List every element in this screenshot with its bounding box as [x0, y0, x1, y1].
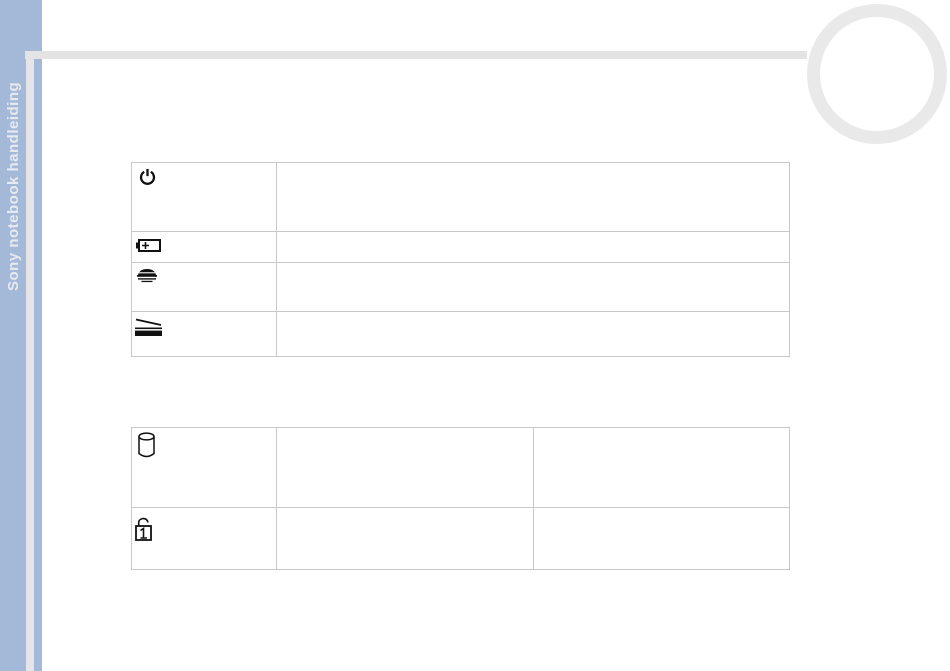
lock-off-cell: [533, 427, 790, 508]
indicator-icon-cell: [131, 311, 277, 357]
num-lock-icon: [134, 517, 276, 542]
indicator-icon-cell: [131, 262, 277, 312]
table-row: [131, 262, 790, 312]
indicator-icon-cell: [131, 162, 277, 232]
table-row: [131, 231, 790, 263]
notebook-lid-icon: [134, 314, 276, 337]
sidebar-stripe: [26, 51, 34, 671]
disc-dome-icon: [136, 268, 276, 283]
power-icon: [139, 168, 276, 186]
table-row: [131, 162, 790, 232]
indicator-table: [131, 162, 790, 357]
indicator-icon-cell: [131, 231, 277, 263]
lock-on-cell: [276, 427, 534, 508]
corner-circle-decoration: [807, 4, 947, 144]
sidebar-title: Sony notebook handleiding: [5, 81, 22, 291]
lock-table: [131, 427, 790, 570]
battery-icon: [135, 238, 276, 253]
indicator-description-cell: [276, 262, 790, 312]
hard-disk-icon: [137, 432, 276, 459]
indicator-description-cell: [276, 231, 790, 263]
table-row: [131, 507, 790, 570]
sidebar: Sony notebook handleiding: [0, 0, 42, 671]
lock-icon-cell: [131, 427, 277, 508]
indicator-description-cell: [276, 311, 790, 357]
table-row: [131, 427, 790, 508]
lock-icon-cell: [131, 507, 277, 570]
table-row: [131, 311, 790, 357]
top-rule: [25, 51, 807, 59]
lock-on-cell: [276, 507, 534, 570]
lock-off-cell: [533, 507, 790, 570]
indicator-description-cell: [276, 162, 790, 232]
